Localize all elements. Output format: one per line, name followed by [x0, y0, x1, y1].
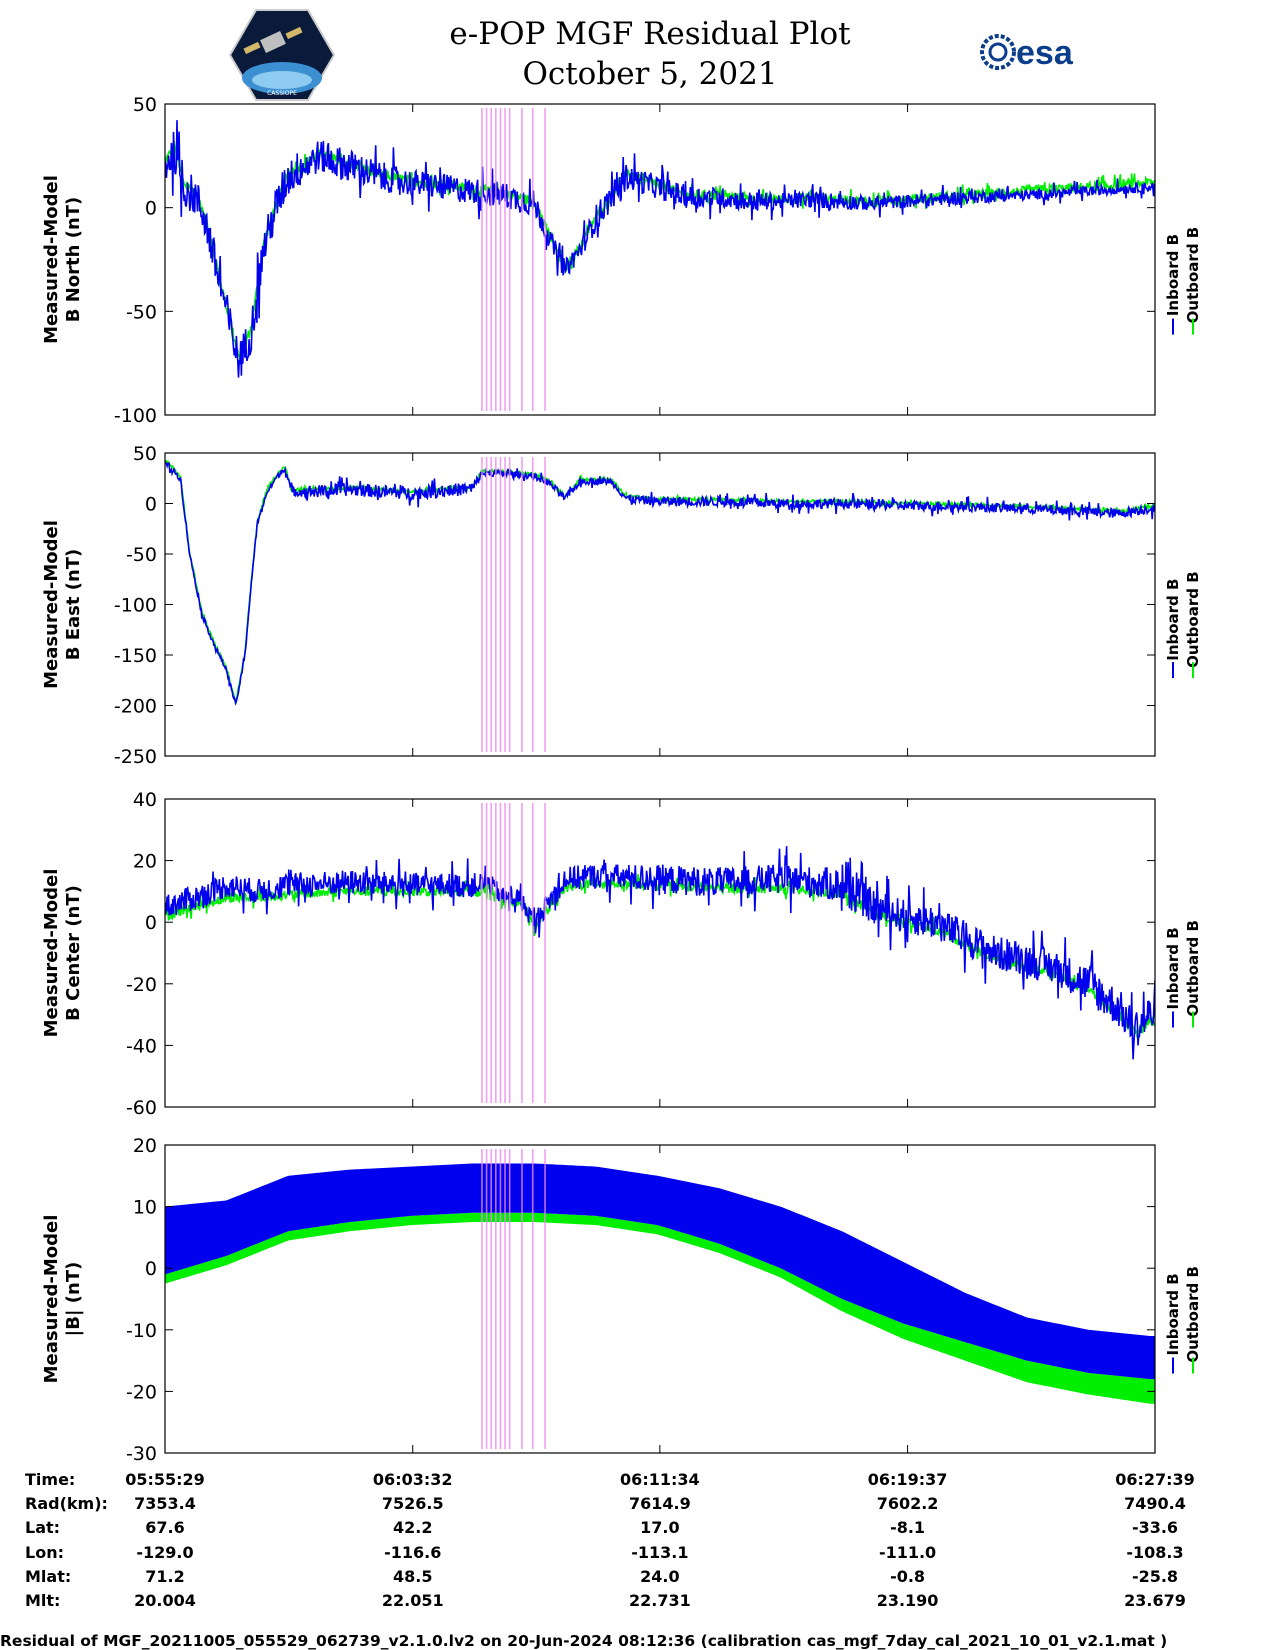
y-tick-label: 20	[133, 1135, 157, 1157]
info-cell: 42.2	[393, 1518, 432, 1537]
legend-outboard: Outboard B	[1184, 920, 1202, 1017]
info-label-lon: Lon:	[25, 1543, 64, 1562]
info-cell: 71.2	[145, 1567, 184, 1586]
info-cell: 06:27:39	[1115, 1470, 1195, 1489]
info-cell: 7602.2	[877, 1494, 939, 1513]
y-tick-label: 50	[133, 443, 157, 465]
inboard-series	[165, 120, 1155, 378]
info-cell: 06:03:32	[373, 1470, 453, 1489]
info-cell: -0.8	[890, 1567, 925, 1586]
panel-east: -250 -200 -150 -100 -50 0 50 Measured-ModelB Ea…	[41, 443, 1202, 768]
info-cell: -8.1	[890, 1518, 925, 1537]
inboard-series	[165, 846, 1155, 1060]
y-tick-label: 40	[133, 789, 157, 811]
y-tick-label: -150	[114, 645, 157, 667]
info-label-rad: Rad(km):	[25, 1494, 108, 1513]
y-axis-label: Measured-ModelB East (nT)	[41, 520, 84, 689]
y-tick-label: -50	[126, 544, 157, 566]
info-cell: -116.6	[384, 1543, 441, 1562]
y-tick-label: 0	[145, 198, 157, 220]
info-cell: 22.731	[629, 1591, 691, 1610]
info-cell: 05:55:29	[125, 1470, 205, 1489]
y-tick-label: -40	[126, 1035, 157, 1057]
y-tick-label: 0	[145, 494, 157, 516]
info-cell: -129.0	[136, 1543, 193, 1562]
info-cell: 48.5	[393, 1567, 432, 1586]
outboard-series	[165, 1212, 1155, 1404]
y-tick-label: 20	[133, 851, 157, 873]
info-cell: 20.004	[134, 1591, 196, 1610]
legend-outboard: Outboard B	[1184, 571, 1202, 668]
y-tick-label: -200	[114, 696, 157, 718]
svg-text:esa: esa	[1016, 34, 1074, 72]
info-cell: -33.6	[1132, 1518, 1178, 1537]
y-tick-label: -100	[114, 595, 157, 617]
legend-outboard: Outboard B	[1184, 227, 1202, 324]
info-cell: 7490.4	[1124, 1494, 1186, 1513]
info-cell: 7614.9	[629, 1494, 691, 1513]
info-cell: 7526.5	[382, 1494, 444, 1513]
info-cell: 06:19:37	[868, 1470, 948, 1489]
y-tick-label: -60	[126, 1097, 157, 1119]
info-cell: 7353.4	[134, 1494, 196, 1513]
info-label-mlat: Mlat:	[25, 1567, 71, 1586]
y-tick-label: 0	[145, 1258, 157, 1280]
y-tick-label: 0	[145, 912, 157, 934]
y-tick-label: -10	[126, 1320, 157, 1342]
y-tick-label: -250	[114, 746, 157, 768]
info-label-mlt: Mlt:	[25, 1591, 60, 1610]
info-cell: 06:11:34	[620, 1470, 700, 1489]
legend-inboard: Inboard B	[1164, 579, 1182, 661]
y-tick-label: -100	[114, 405, 157, 427]
info-cell: 22.051	[382, 1591, 444, 1610]
info-cell: 67.6	[145, 1518, 184, 1537]
y-axis-label: Measured-ModelB North (nT)	[41, 175, 84, 344]
inboard-series	[165, 1163, 1155, 1380]
legend-inboard: Inboard B	[1164, 234, 1182, 316]
legend-inboard: Inboard B	[1164, 1273, 1182, 1355]
y-axis-label: Measured-Model|B| (nT)	[41, 1215, 84, 1384]
plot-title-line2: October 5, 2021	[522, 56, 777, 92]
y-tick-label: -20	[126, 1381, 157, 1403]
y-tick-label: 10	[133, 1197, 157, 1219]
inboard-series	[165, 461, 1155, 706]
y-tick-label: -30	[126, 1443, 157, 1465]
plot-title-line1: e-POP MGF Residual Plot	[449, 16, 851, 52]
y-tick-label: 50	[133, 94, 157, 116]
info-cell: 23.679	[1124, 1591, 1186, 1610]
panel-center: -60 -40 -20 0 20 40 Measured-ModelB Center (nT…	[41, 789, 1202, 1119]
panel-total: -30 -20 -10 0 10 20 Measured-Model|B| (nT) Inbo…	[41, 1135, 1202, 1465]
info-cell: -108.3	[1126, 1543, 1183, 1562]
legend-outboard: Outboard B	[1184, 1266, 1202, 1363]
esa-logo: esa	[980, 34, 1074, 72]
info-label-time: Time:	[25, 1470, 75, 1489]
info-cell: 23.190	[877, 1591, 939, 1610]
info-cell: 24.0	[640, 1567, 679, 1586]
info-cell: -111.0	[879, 1543, 936, 1562]
info-cell: 17.0	[640, 1518, 679, 1537]
svg-text:CASSIOPE: CASSIOPE	[267, 90, 297, 97]
y-tick-label: -20	[126, 974, 157, 996]
legend-inboard: Inboard B	[1164, 927, 1182, 1009]
y-axis-label: Measured-ModelB Center (nT)	[41, 869, 84, 1038]
info-label-lat: Lat:	[25, 1518, 60, 1537]
y-tick-label: -50	[126, 301, 157, 323]
info-cell: -25.8	[1132, 1567, 1178, 1586]
info-cell: -113.1	[631, 1543, 688, 1562]
cassiope-logo: CASSIOPE	[228, 9, 336, 101]
info-table: Time: Rad(km): Lat: Lon: Mlat: Mlt: 05:5…	[25, 1470, 1195, 1610]
footer-text: Residual of MGF_20211005_055529_062739_v…	[0, 1632, 1167, 1650]
panel-north: -100 -50 0 50 Measured-ModelB North (nT) Inbo…	[41, 94, 1202, 427]
